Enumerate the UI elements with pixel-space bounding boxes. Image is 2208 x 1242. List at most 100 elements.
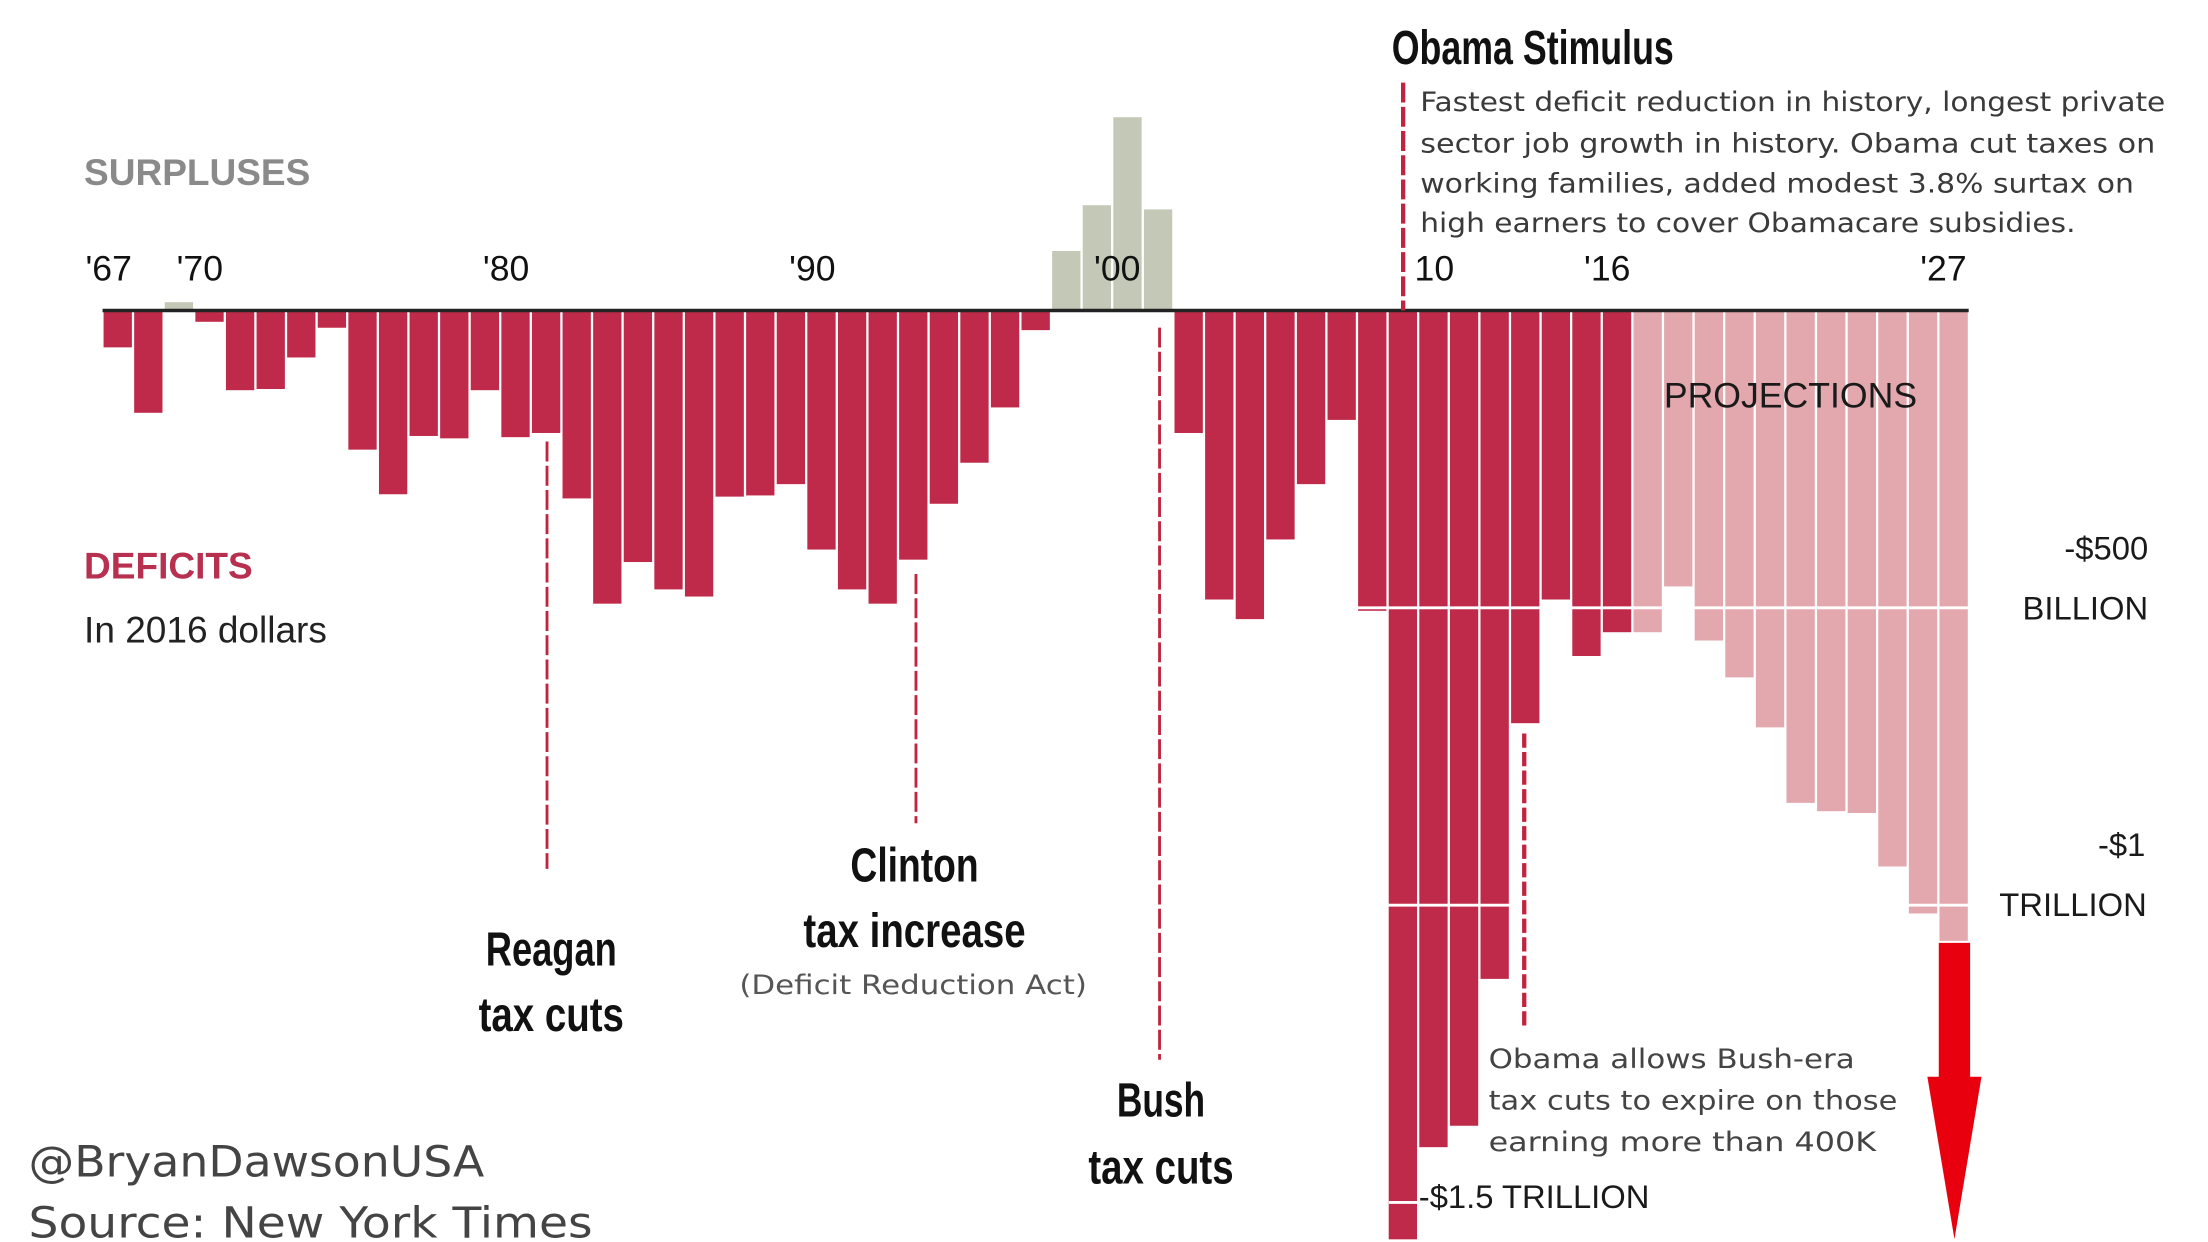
deficit-bar	[225, 310, 255, 391]
deficit-bar	[837, 310, 867, 590]
deficit-bar	[470, 310, 500, 391]
deficit-bar	[1358, 310, 1387, 611]
surplus-bar	[1082, 205, 1112, 311]
surpluses-label: SURPLUSES	[84, 151, 310, 193]
x-tick-label: '00	[1094, 249, 1140, 289]
projection-bar	[1786, 310, 1815, 803]
deficit-bar	[593, 310, 622, 604]
surplus-bar	[1113, 117, 1142, 311]
source-credit: Source: New York Times	[28, 1199, 592, 1242]
x-tick-label: '27	[1920, 249, 1966, 289]
deficit-bar	[807, 310, 836, 550]
deficit-bar	[1480, 310, 1509, 979]
deficit-bar	[409, 310, 438, 436]
projection-bar	[1847, 310, 1877, 813]
y-label-500-value: -$500	[2064, 530, 2148, 567]
deficit-bar	[1266, 310, 1295, 540]
projection-bar	[1878, 310, 1907, 867]
deficit-bar	[440, 310, 469, 439]
x-tick-label: 10	[1415, 249, 1455, 289]
deficit-bar	[868, 310, 897, 604]
deficit-bar	[654, 310, 683, 590]
deficit-bar	[684, 310, 714, 597]
deficit-bar	[1205, 310, 1234, 600]
projection-bar	[1725, 310, 1754, 678]
dollars-note: In 2016 dollars	[84, 608, 327, 650]
deficit-bar	[929, 310, 959, 504]
clinton-label-line1: Clinton	[850, 839, 978, 893]
deficit-bar	[1449, 310, 1479, 1126]
deficit-bar	[531, 310, 561, 433]
deficit-bar	[1419, 310, 1448, 1148]
bush-label-line1: Bush	[1117, 1074, 1205, 1128]
projection-bar	[1908, 310, 1938, 914]
deficit-bar	[256, 310, 285, 389]
deficit-bar	[1388, 310, 1418, 1240]
deficit-bar	[378, 310, 408, 495]
deficit-bar	[1602, 310, 1632, 633]
deficit-bar	[562, 310, 591, 499]
x-tick-label: '90	[789, 249, 835, 289]
surplus-bar	[1143, 209, 1173, 311]
deficit-bar	[960, 310, 989, 463]
obama-bush-text: Obama allows Bush-era tax cuts to expire…	[1489, 1044, 1898, 1158]
deficit-bar	[317, 310, 347, 328]
obama-bush-line: earning more than 400K	[1489, 1127, 1878, 1158]
obama-bush-line: Obama allows Bush-era	[1489, 1044, 1855, 1075]
bush-label-line2: tax cuts	[1088, 1141, 1233, 1195]
x-tick-labels: '67 '70 '80 '90 '00 10 '16 '27	[85, 249, 1966, 289]
projections-label: PROJECTIONS	[1664, 375, 1917, 415]
deficit-bar	[1296, 310, 1326, 485]
arrow-head	[1927, 1076, 1982, 1240]
obama-text-line: high earners to cover Obamacare subsidie…	[1420, 208, 2075, 239]
deficit-bar	[776, 310, 806, 485]
x-tick-label: '80	[483, 249, 529, 289]
deficit-bar	[287, 310, 316, 358]
bars-group	[103, 117, 1968, 1240]
deficit-bar	[1572, 310, 1601, 656]
y-label-1-5t: -$1.5 TRILLION	[1419, 1178, 1650, 1215]
deficits-label: DEFICITS	[84, 544, 253, 586]
obama-stimulus-text: Fastest deficit reduction in history, lo…	[1420, 87, 2165, 239]
obama-text-line: Fastest deficit reduction in history, lo…	[1420, 87, 2165, 118]
surplus-bar	[1052, 251, 1081, 311]
deficit-bar	[715, 310, 744, 497]
deficit-bar	[134, 310, 163, 413]
obama-text-line: working families, added modest 3.8% surt…	[1420, 168, 2134, 199]
x-tick-label: '67	[85, 249, 131, 289]
projection-bar	[1939, 310, 1968, 941]
obama-text-line: sector job growth in history. Obama cut …	[1420, 128, 2155, 159]
obama-stimulus-title: Obama Stimulus	[1392, 21, 1674, 75]
deficit-bar	[899, 310, 928, 560]
x-tick-label: '70	[177, 249, 223, 289]
deficit-bar	[623, 310, 653, 563]
arrow-shaft	[1938, 942, 1971, 1086]
clinton-label-line2: tax increase	[803, 904, 1025, 958]
projection-bar	[1694, 310, 1724, 641]
y-label-1t-value: -$1	[2098, 826, 2145, 863]
deficit-bar	[1174, 310, 1203, 433]
reagan-label-line2: tax cuts	[479, 988, 624, 1042]
deficit-bar	[1021, 310, 1050, 331]
deficit-bar	[195, 310, 224, 322]
deficit-bar	[103, 310, 132, 348]
obama-bush-line: tax cuts to expire on those	[1489, 1086, 1898, 1117]
y-label-500-unit: BILLION	[2023, 590, 2149, 627]
reagan-label-line1: Reagan	[486, 923, 617, 977]
deficit-bar	[1541, 310, 1571, 600]
y-label-1t-unit: TRILLION	[1999, 886, 2146, 923]
x-tick-label: '16	[1584, 249, 1630, 289]
deficit-bar	[990, 310, 1020, 408]
surplus-bar	[164, 302, 194, 311]
clinton-sublabel: (Deficit Reduction Act)	[739, 970, 1087, 1001]
deficit-bar	[1511, 310, 1540, 724]
author-handle: @BryanDawsonUSA	[28, 1137, 484, 1187]
projection-bar	[1633, 310, 1662, 633]
deficit-bar	[746, 310, 775, 496]
projection-bar	[1755, 310, 1785, 728]
projection-bar	[1664, 310, 1693, 587]
deficit-bar	[1327, 310, 1356, 420]
projection-bar	[1817, 310, 1846, 812]
deficit-bar	[501, 310, 530, 438]
